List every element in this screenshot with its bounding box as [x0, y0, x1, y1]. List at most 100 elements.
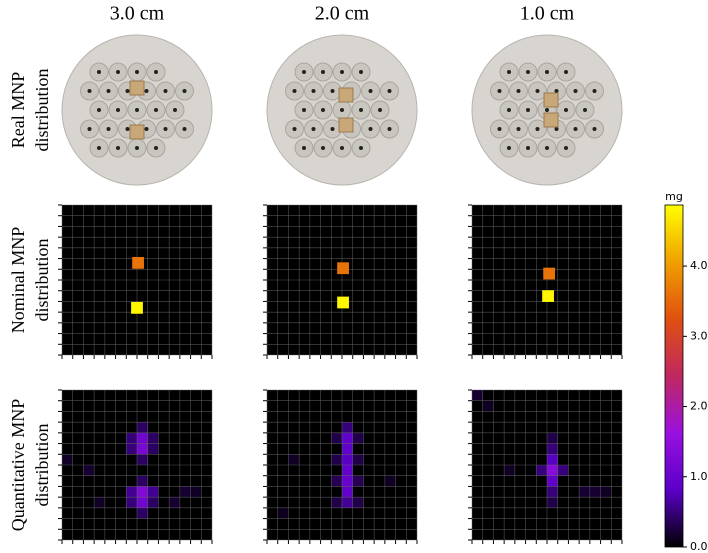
cell [331, 497, 342, 508]
cell [190, 486, 202, 498]
cell [579, 486, 590, 498]
well-hole [154, 146, 158, 150]
well-hole [97, 146, 101, 150]
cell [352, 432, 364, 444]
well-hole [378, 108, 382, 112]
well-hole [368, 89, 373, 93]
well-hole [507, 146, 511, 150]
source [131, 301, 143, 314]
well-hole [106, 127, 111, 131]
nominal-panel [58, 204, 213, 359]
cell [137, 432, 148, 444]
well-hole [116, 108, 120, 112]
cell [137, 454, 148, 465]
colorbar-label: mg [665, 190, 683, 203]
well-hole [135, 70, 139, 74]
column-title: 2.0 cm [315, 3, 370, 25]
cell [288, 454, 300, 465]
well-hole [292, 89, 297, 93]
cell [277, 507, 289, 519]
well-hole [592, 89, 597, 93]
cell [94, 497, 105, 508]
well-hole [497, 127, 502, 131]
cell [126, 432, 137, 444]
colorbar-tick-label: 3.0 [690, 329, 708, 342]
cell [331, 454, 342, 465]
well-hole [340, 146, 344, 150]
source [542, 290, 554, 302]
well-hole [321, 146, 325, 150]
cell [331, 432, 342, 444]
cell [126, 443, 137, 455]
well-hole [87, 127, 92, 131]
well-hole [526, 108, 530, 112]
well-hole [526, 146, 530, 150]
row-label: Real MNP [8, 72, 28, 149]
cell [482, 400, 494, 412]
well-hole [116, 146, 120, 150]
well-hole [144, 89, 149, 93]
quantitative-panel [468, 389, 623, 544]
cube [338, 87, 354, 103]
cell [137, 486, 148, 498]
cell [547, 486, 558, 498]
colorbar-tick-label: 0.0 [690, 540, 708, 553]
well-hole [507, 108, 511, 112]
well-hole [573, 127, 578, 131]
cell [557, 465, 569, 476]
cell [384, 475, 396, 487]
well-hole [106, 89, 111, 93]
well-hole [330, 127, 335, 131]
cell [126, 497, 137, 508]
cell [126, 486, 137, 498]
well-hole [125, 127, 130, 131]
well-hole [292, 127, 297, 131]
cell [62, 454, 73, 465]
cell [83, 465, 95, 476]
well-hole [535, 89, 540, 93]
cube [129, 124, 145, 140]
well-hole [516, 127, 521, 131]
cell [547, 497, 558, 508]
source [337, 296, 349, 309]
colorbar-tick-label: 2.0 [690, 400, 708, 413]
well-hole [535, 127, 540, 131]
cell [342, 443, 353, 455]
cell [342, 475, 353, 487]
cell [472, 390, 483, 401]
row-label: Nominal MNP [8, 227, 28, 334]
cell [536, 465, 547, 476]
cell [137, 475, 148, 487]
well-hole [163, 89, 168, 93]
cell [589, 486, 601, 498]
well-hole [545, 70, 549, 74]
well-hole [545, 108, 549, 112]
cell [331, 475, 342, 487]
well-hole [545, 146, 549, 150]
cell [137, 497, 148, 508]
well-hole [330, 89, 335, 93]
well-hole [302, 70, 306, 74]
well-hole [583, 108, 587, 112]
well-hole [87, 89, 92, 93]
well-hole [302, 146, 306, 150]
well-hole [182, 127, 187, 131]
well-hole [516, 89, 521, 93]
source [337, 262, 349, 275]
well-hole [135, 108, 139, 112]
well-hole [135, 146, 139, 150]
well-hole [564, 146, 568, 150]
well-hole [387, 127, 392, 131]
source [132, 256, 144, 269]
well-hole [97, 70, 101, 74]
cell [547, 454, 558, 465]
well-hole [340, 108, 344, 112]
row-label: distribution [32, 238, 52, 321]
well-hole [526, 70, 530, 74]
cell [342, 465, 353, 476]
well-hole [173, 108, 177, 112]
well-hole [387, 89, 392, 93]
well-hole [182, 89, 187, 93]
cube [543, 112, 559, 128]
